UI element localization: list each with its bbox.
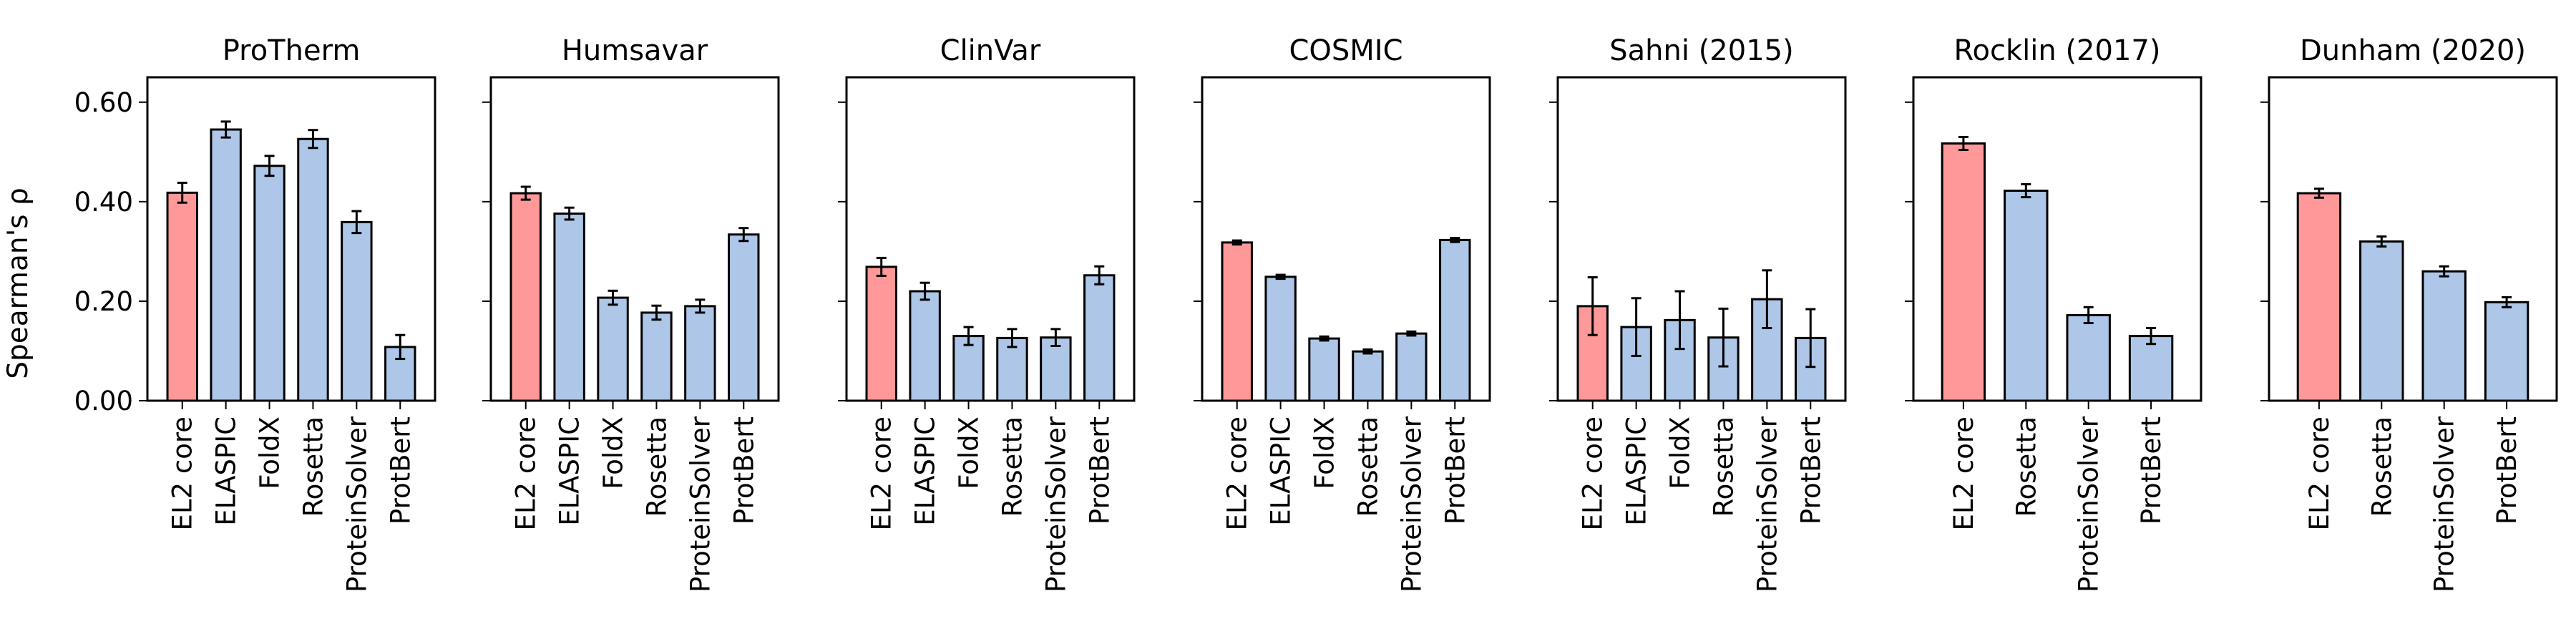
x-tick-label: EL2 core <box>167 416 198 530</box>
plot-frame <box>845 76 1136 402</box>
x-tick-label: ProteinSolver <box>2429 416 2460 592</box>
bar-rosetta <box>2004 190 2049 402</box>
bar-el2-core <box>509 192 542 402</box>
bar-proteinsolver <box>341 220 373 402</box>
bar-rosetta <box>297 137 329 402</box>
x-tick-label: FoldX <box>1665 416 1696 489</box>
bar-proteinsolver <box>1395 332 1428 402</box>
x-tick-label: EL2 core <box>1578 416 1609 530</box>
bar-protbert <box>1083 274 1116 402</box>
bar-proteinsolver <box>2421 270 2467 402</box>
panel-title: Rocklin (2017) <box>1954 34 2161 67</box>
x-tick-label: ProteinSolver <box>1396 416 1427 592</box>
bar-protbert <box>2128 335 2174 402</box>
x-tick-label: ProtBert <box>2136 416 2167 525</box>
panel-4: COSMIC EL2 core ELASPIC FoldX Rosetta Protein… <box>1194 34 1491 592</box>
x-tick-label: ProtBert <box>385 416 416 525</box>
x-tick-label: ProtBert <box>1795 416 1826 525</box>
panel-3: ClinVar EL2 core ELASPIC FoldX Rosetta Protei… <box>838 34 1136 592</box>
y-tick-label: 0.00 <box>74 386 133 416</box>
panel-7: Dunham (2020) EL2 core Rosetta ProteinSolve… <box>2260 34 2558 592</box>
panel-5: Sahni (2015) EL2 core ELASPIC FoldX Rosetta P… <box>1549 34 1847 592</box>
bar-el2-core <box>865 265 897 402</box>
panel-title: ProTherm <box>223 34 361 67</box>
x-tick-label: EL2 core <box>2304 416 2335 530</box>
bar-elaspic <box>553 213 585 402</box>
x-tick-label: ELASPIC <box>211 416 242 526</box>
x-tick-label: FoldX <box>255 416 286 489</box>
x-tick-label: ProteinSolver <box>685 416 716 592</box>
bar-proteinsolver <box>2066 313 2111 402</box>
x-tick-label: Rosetta <box>641 416 672 517</box>
y-tick-label: 0.20 <box>74 286 133 317</box>
y-tick-label: 0.40 <box>74 187 133 218</box>
bar-el2-core <box>1941 142 1986 402</box>
bar-proteinsolver <box>684 305 716 402</box>
panel-title: Humsavar <box>562 34 708 67</box>
bar-el2-core <box>1221 241 1253 402</box>
x-tick-label: EL2 core <box>1222 416 1253 530</box>
x-tick-label: ProteinSolver <box>1752 416 1782 592</box>
bar-elaspic <box>909 290 941 402</box>
x-tick-label: ELASPIC <box>555 416 585 526</box>
plot-frame <box>1912 76 2202 402</box>
x-tick-label: ProteinSolver <box>1040 416 1071 592</box>
panel-title: Dunham (2020) <box>2300 34 2526 67</box>
bar-rosetta <box>2359 240 2404 402</box>
x-tick-label: ProtBert <box>1084 416 1115 525</box>
panel-title: Sahni (2015) <box>1609 34 1793 67</box>
x-tick-label: Rosetta <box>2011 416 2041 517</box>
plot-frame <box>1201 76 1491 402</box>
x-tick-label: FoldX <box>598 416 629 489</box>
bar-protbert <box>2484 301 2529 402</box>
x-tick-label: ELASPIC <box>910 416 941 526</box>
y-axis-label: Spearman's ρ <box>2 187 34 379</box>
x-tick-label: EL2 core <box>511 416 542 530</box>
bar-elaspic <box>1264 275 1297 402</box>
x-tick-label: Rosetta <box>1708 416 1739 517</box>
x-tick-label: ELASPIC <box>1621 416 1652 526</box>
x-tick-label: FoldX <box>954 416 985 489</box>
bar-el2-core <box>166 191 198 402</box>
x-tick-label: FoldX <box>1309 416 1340 489</box>
panel-2: Humsavar EL2 core ELASPIC FoldX Rosetta Prote… <box>482 34 780 592</box>
bar-protbert <box>1439 238 1471 402</box>
bar-foldx <box>253 165 286 402</box>
x-tick-label: ELASPIC <box>1266 416 1297 526</box>
bar-rosetta <box>1352 350 1384 402</box>
bar-elaspic <box>210 128 242 402</box>
x-tick-label: Rosetta <box>1352 416 1383 517</box>
x-tick-label: ProtBert <box>1440 416 1470 525</box>
x-tick-label: ProtBert <box>2492 416 2522 525</box>
chart-panels: ProTherm 0.00 0.20 0.40 0.60 EL2 core ELASPIC F… <box>74 34 2558 592</box>
plot-frame <box>489 76 780 402</box>
x-tick-label: Rosetta <box>2366 416 2397 517</box>
panel-1: ProTherm 0.00 0.20 0.40 0.60 EL2 core ELASPIC F… <box>74 34 436 592</box>
x-tick-label: Rosetta <box>298 416 328 517</box>
bar-rosetta <box>640 311 673 402</box>
y-tick-label: 0.60 <box>74 87 133 118</box>
x-tick-label: Rosetta <box>997 416 1028 517</box>
panel-title: ClinVar <box>940 34 1041 67</box>
plot-frame <box>1556 76 1847 402</box>
x-tick-label: ProtBert <box>728 416 759 525</box>
x-tick-label: EL2 core <box>867 416 897 530</box>
x-tick-label: ProteinSolver <box>341 416 372 592</box>
panel-6: Rocklin (2017) EL2 core Rosetta ProteinSolv… <box>1905 34 2202 592</box>
bar-el2-core <box>2296 192 2342 402</box>
bar-foldx <box>597 296 629 402</box>
plot-frame <box>2268 76 2558 402</box>
plot-frame <box>146 76 436 402</box>
x-tick-label: EL2 core <box>1948 416 1979 530</box>
bar-protbert <box>728 233 760 402</box>
x-tick-label: ProteinSolver <box>2074 416 2104 592</box>
panel-title: COSMIC <box>1289 34 1402 67</box>
bar-foldx <box>1308 337 1340 402</box>
